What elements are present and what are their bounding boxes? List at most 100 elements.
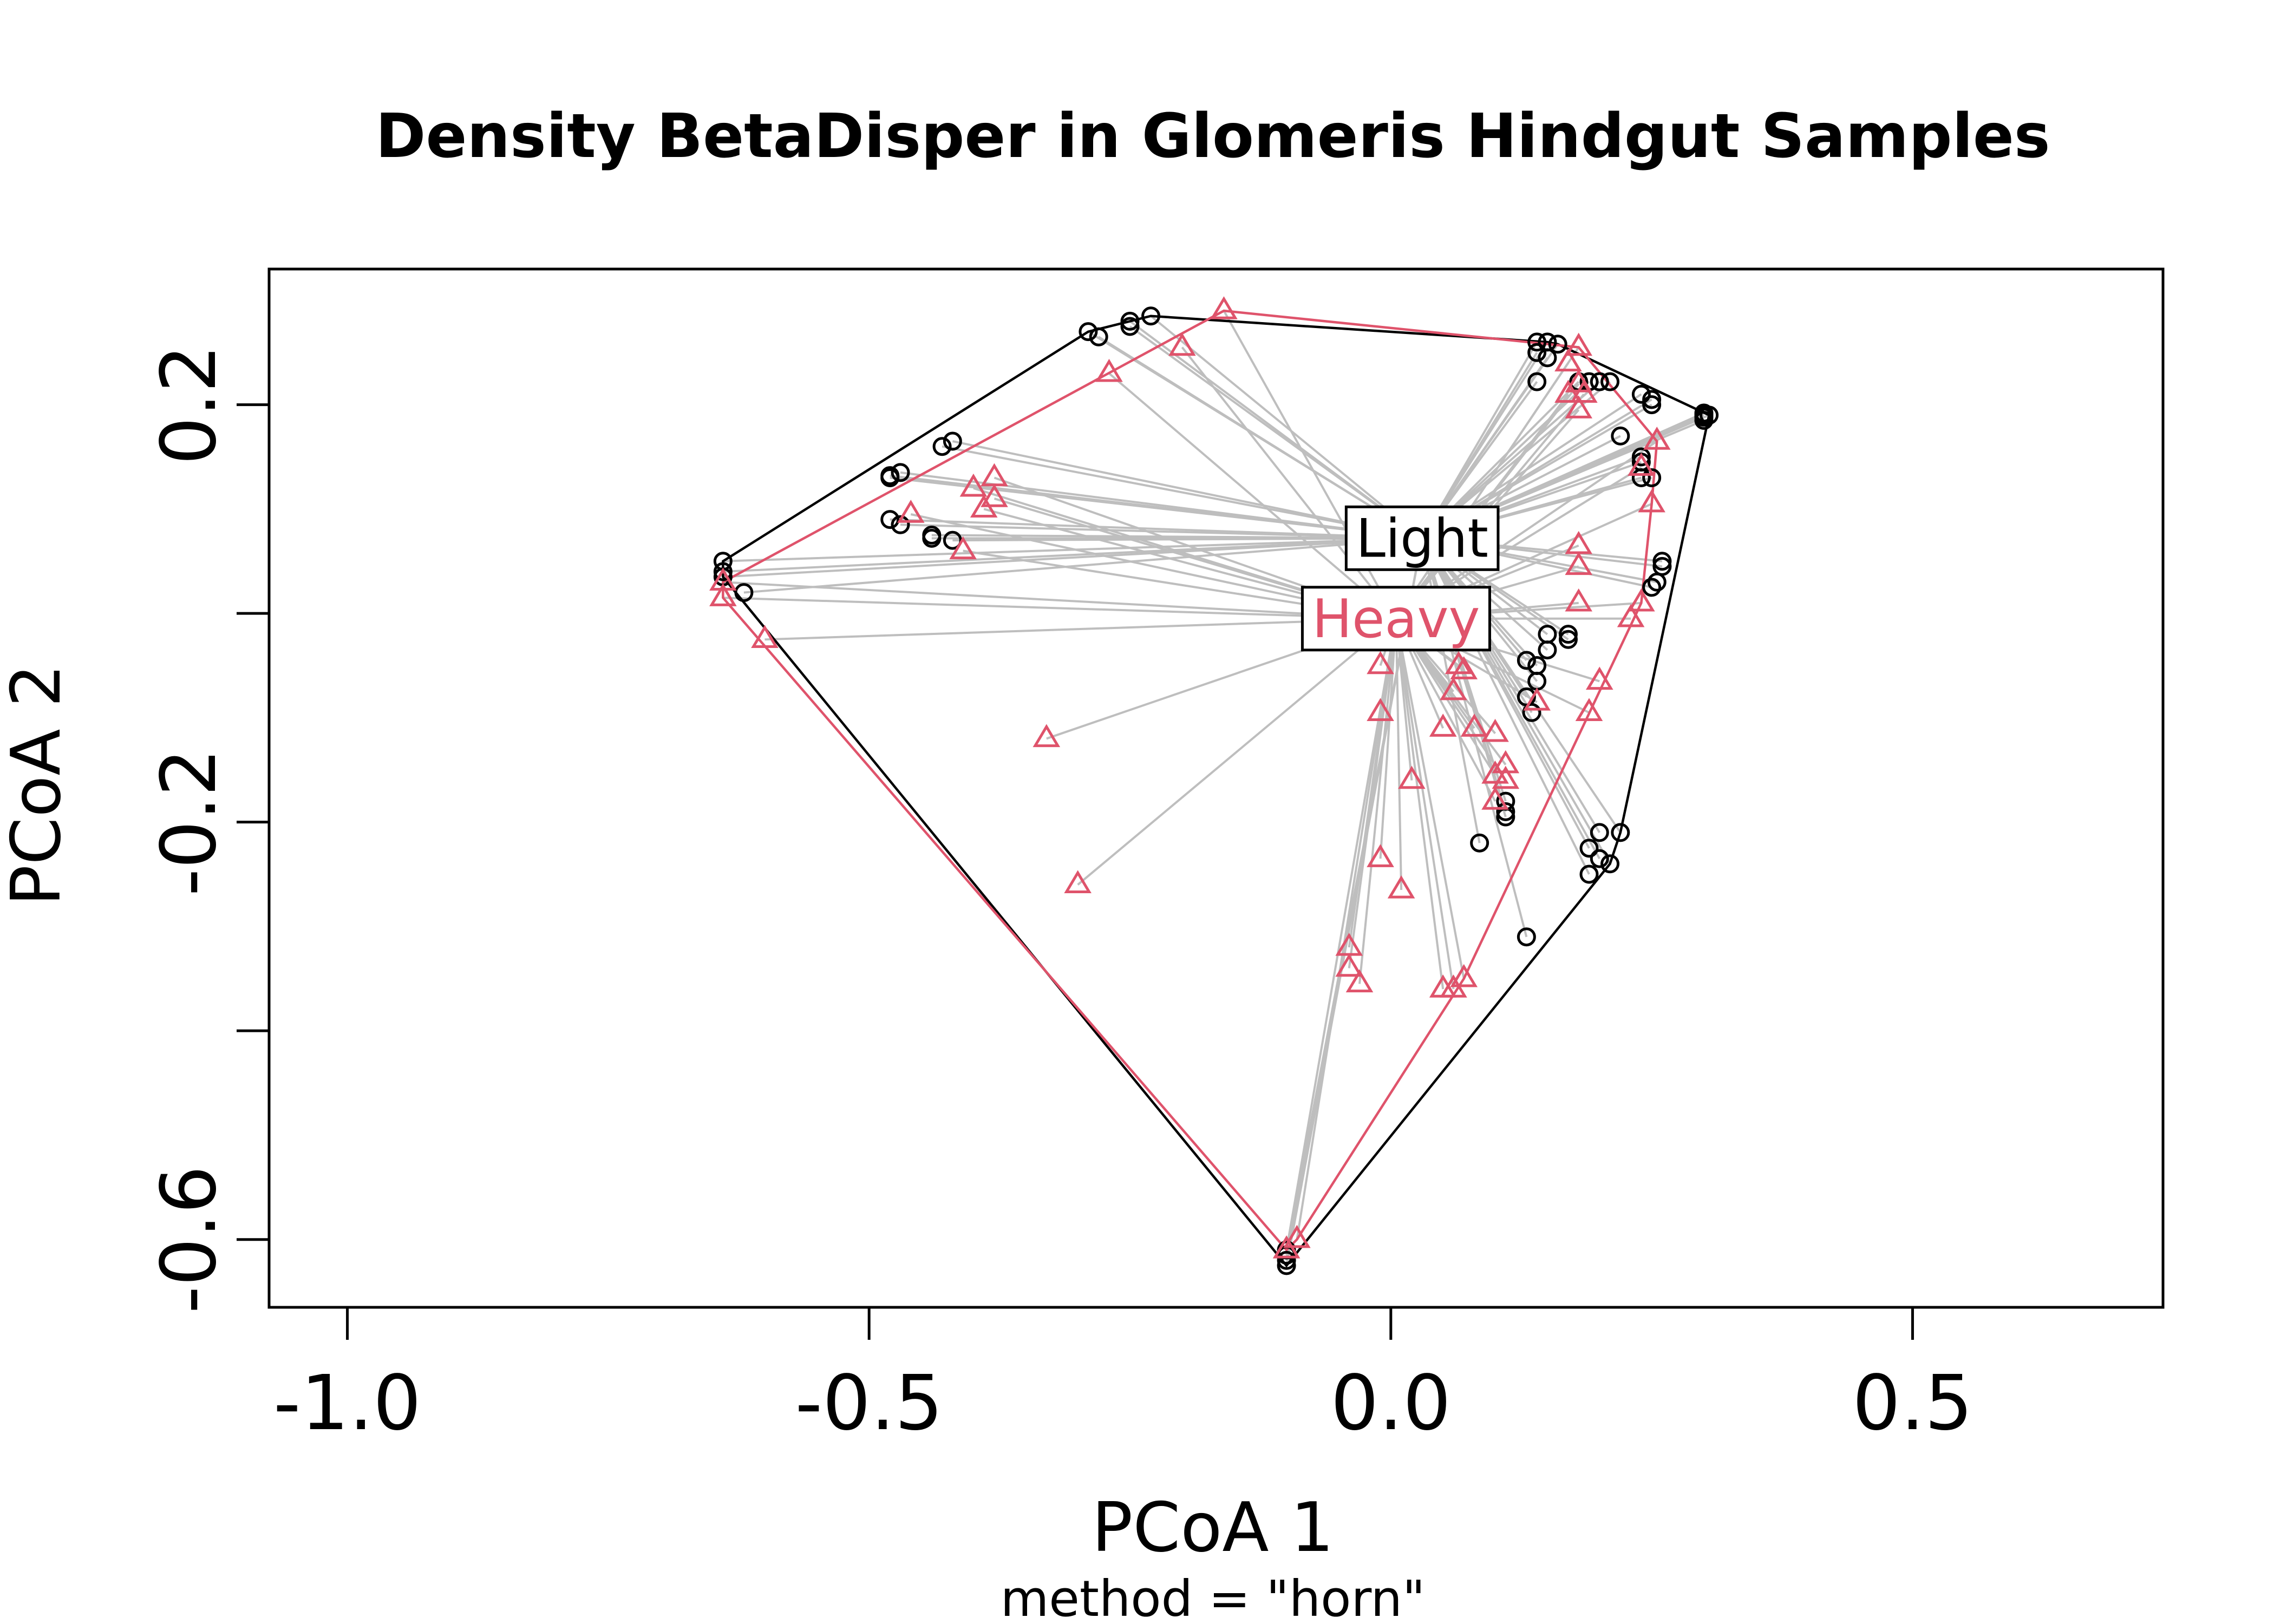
point-light-31 — [1611, 426, 1630, 446]
point-light-45 — [1642, 578, 1662, 597]
point-heavy-44 — [1367, 844, 1394, 867]
spider-line-0-3 — [1129, 325, 1423, 539]
point-light-58 — [1470, 833, 1489, 853]
centroid-label-light: Light — [1356, 508, 1488, 569]
point-heavy-38 — [1481, 718, 1509, 742]
point-light-19 — [1527, 332, 1547, 352]
point-heavy-2 — [1095, 358, 1123, 382]
point-heavy-25 — [1565, 588, 1593, 612]
point-heavy-0 — [1210, 296, 1238, 319]
centroid-heavy: Heavy — [1301, 586, 1491, 652]
spider-line-0-7 — [900, 471, 1422, 540]
point-heavy-45 — [1387, 875, 1415, 899]
point-light-54 — [1522, 703, 1541, 722]
point-light-44 — [1647, 572, 1667, 592]
point-light-10 — [880, 510, 900, 529]
spider-line-1-9 — [723, 581, 1396, 620]
point-light-18 — [734, 583, 754, 603]
hull-light — [722, 315, 1711, 1268]
spider-line-0-4 — [1150, 315, 1423, 539]
spider-line-0-1 — [1098, 336, 1423, 540]
point-light-4 — [1141, 306, 1161, 326]
x-tick-label-2: 0.0 — [1330, 1359, 1451, 1448]
point-heavy-21 — [1628, 453, 1655, 476]
point-heavy-41 — [1492, 765, 1520, 789]
y-axis: 0.2 -0.2 -0.6 — [145, 344, 271, 1313]
point-light-64 — [1600, 854, 1620, 874]
point-light-62 — [1579, 839, 1599, 858]
point-heavy-17 — [1554, 379, 1582, 403]
point-heavy-37 — [1460, 713, 1488, 737]
point-heavy-28 — [1585, 666, 1613, 690]
point-light-28 — [1600, 372, 1620, 391]
point-light-48 — [1558, 630, 1578, 649]
point-light-42 — [1652, 552, 1672, 571]
point-light-30 — [1642, 390, 1662, 409]
spider-line-1-13 — [1077, 618, 1397, 886]
x-tick-label-1: -0.5 — [795, 1359, 943, 1448]
point-light-37 — [1694, 411, 1714, 430]
point-heavy-33 — [1445, 651, 1473, 675]
point-heavy-32 — [1367, 698, 1394, 721]
x-tick-label-3: 0.5 — [1852, 1359, 1973, 1448]
point-heavy-15 — [1554, 348, 1582, 372]
spider-line-1-1 — [1181, 346, 1397, 619]
point-light-40 — [1642, 468, 1662, 488]
point-heavy-12 — [1033, 724, 1061, 748]
point-heavy-5 — [981, 484, 1008, 507]
point-heavy-11 — [751, 625, 779, 649]
plot-frame — [267, 267, 2165, 1309]
point-heavy-36 — [1429, 713, 1457, 737]
point-heavy-52 — [1283, 1224, 1311, 1248]
spider-line-1-47 — [1348, 618, 1397, 968]
point-heavy-40 — [1481, 761, 1509, 784]
point-light-23 — [1538, 348, 1557, 368]
point-light-60 — [1590, 823, 1609, 842]
point-heavy-39 — [1492, 750, 1520, 774]
point-heavy-35 — [1440, 677, 1467, 700]
centroid-box-light — [1344, 505, 1500, 571]
point-heavy-13 — [1064, 870, 1092, 894]
spider-line-1-50 — [1395, 618, 1455, 990]
spider-line-0-18 — [743, 537, 1422, 594]
spider-line-1-45 — [1395, 618, 1403, 890]
point-light-21 — [1548, 335, 1567, 354]
point-light-3 — [1120, 317, 1140, 336]
centroid-label-heavy: Heavy — [1312, 588, 1480, 650]
point-heavy-19 — [1565, 395, 1593, 418]
point-light-56 — [1496, 802, 1515, 821]
point-heavy-1 — [1168, 332, 1196, 356]
point-light-2 — [1120, 311, 1140, 331]
spider-line-1-11 — [764, 617, 1396, 641]
point-light-27 — [1590, 372, 1609, 391]
point-heavy-48 — [1345, 969, 1374, 993]
spider-line-1-2 — [1108, 372, 1397, 620]
spider-line-0-17 — [723, 537, 1422, 578]
y-tick-label-4: -0.6 — [145, 1165, 233, 1313]
spider-line-1-51 — [1395, 618, 1465, 979]
y-tick-label-2: -0.2 — [145, 748, 233, 896]
spider-line-1-44 — [1379, 618, 1397, 859]
centroid-box-heavy — [1301, 586, 1491, 652]
point-heavy-27 — [1617, 604, 1645, 627]
point-light-7 — [891, 463, 910, 482]
point-heavy-10 — [709, 583, 737, 606]
spider-line-0-9 — [952, 440, 1423, 540]
chart-subtitle: method = "horn" — [1001, 1570, 1426, 1624]
point-heavy-51 — [1450, 964, 1478, 987]
point-heavy-7 — [897, 500, 925, 523]
point-light-61 — [1611, 823, 1630, 842]
point-light-13 — [922, 528, 942, 548]
point-heavy-18 — [1570, 379, 1598, 403]
point-heavy-26 — [1628, 588, 1655, 612]
point-heavy-20 — [1643, 427, 1671, 450]
centroid-labels: Light Heavy — [1301, 505, 1500, 652]
point-light-1 — [1089, 327, 1108, 346]
x-axis-title: PCoA 1 — [1092, 1488, 1334, 1567]
point-light-68 — [1277, 1250, 1296, 1270]
spider-line-1-15 — [1395, 362, 1570, 619]
point-heavy-3 — [981, 463, 1008, 487]
y-axis-title: PCoA 2 — [0, 664, 76, 906]
spider-line-0-11 — [900, 523, 1422, 540]
